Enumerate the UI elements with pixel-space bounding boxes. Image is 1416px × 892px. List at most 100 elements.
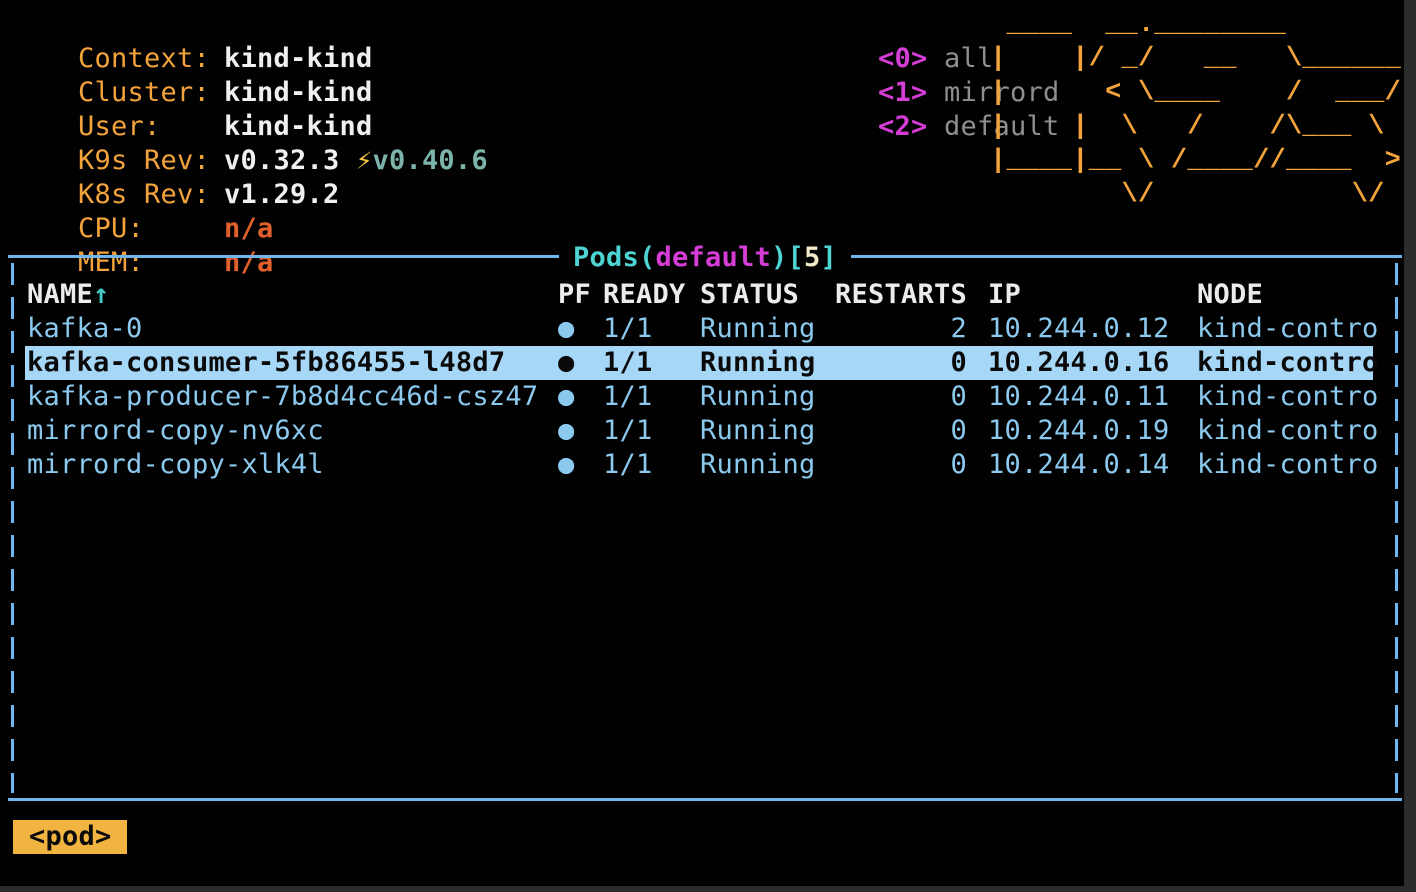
column-header-restarts[interactable]: RESTARTS bbox=[835, 279, 967, 310]
context-label: Context: bbox=[77, 43, 210, 74]
user-label: User: bbox=[77, 111, 161, 142]
panel-title: Pods(default)[5] bbox=[559, 241, 851, 275]
column-header-ready[interactable]: READY bbox=[603, 279, 686, 310]
hotkey-1-label: mirrord bbox=[943, 77, 1060, 108]
k8s-rev-label: K8s Rev: bbox=[77, 179, 210, 210]
context-line: Context: kind-kind bbox=[12, 8, 488, 74]
restarts-cell: 0 bbox=[950, 347, 967, 378]
port-forward-dot-icon: ● bbox=[558, 449, 575, 480]
ip-cell: 10.244.0.14 bbox=[988, 449, 1170, 480]
column-header-pf[interactable]: PF bbox=[558, 279, 591, 310]
pod-name: mirrord-copy-nv6xc bbox=[27, 415, 324, 446]
ip-cell: 10.244.0.16 bbox=[988, 347, 1170, 378]
ready-cell: 1/1 bbox=[603, 313, 653, 344]
ready-cell: 1/1 bbox=[603, 381, 653, 412]
resource-kind: Pods bbox=[573, 242, 640, 273]
table-header-row: NAME↑ PF READY STATUS RESTARTS IP NODE bbox=[8, 278, 1402, 312]
node-cell: kind-contro bbox=[1197, 313, 1379, 344]
cpu-line: CPU: n/a bbox=[12, 178, 488, 244]
table-row-kafka-0[interactable]: kafka-0 ● 1/1 Running 2 10.244.0.12 kind… bbox=[8, 312, 1402, 346]
k9s-ascii-logo: ____ __.________ | |/ _/ __ \______ | < … bbox=[990, 10, 1402, 210]
namespace-name: default bbox=[655, 242, 771, 273]
k9s-rev-label: K9s Rev: bbox=[77, 145, 210, 176]
status-cell: Running bbox=[700, 381, 816, 412]
table-row-kafka-consumer-selected[interactable]: kafka-consumer-5fb86455-l48d7 ● 1/1 Runn… bbox=[8, 346, 1402, 380]
mem-value: n/a bbox=[223, 247, 274, 278]
hotkey-2-key: <2> bbox=[877, 111, 928, 142]
pod-name: kafka-producer-7b8d4cc46d-csz47 bbox=[27, 381, 539, 412]
cpu-label: CPU: bbox=[77, 213, 144, 244]
k8s-rev-value: v1.29.2 bbox=[223, 179, 340, 210]
pods-panel: Pods(default)[5] NAME↑ PF READY STATUS R… bbox=[8, 241, 1402, 801]
context-value: kind-kind bbox=[223, 43, 373, 74]
status-cell: Running bbox=[700, 449, 816, 480]
port-forward-dot-icon: ● bbox=[558, 415, 575, 446]
table-row-mirrord-copy-xlk4l[interactable]: mirrord-copy-xlk4l ● 1/1 Running 0 10.24… bbox=[8, 448, 1402, 482]
restarts-cell: 0 bbox=[950, 381, 967, 412]
title-paren-open: ( bbox=[639, 242, 656, 273]
hotkey-2-label: default bbox=[943, 111, 1060, 142]
hotkey-default[interactable]: <2> default bbox=[812, 76, 1059, 142]
panel-border-bottom bbox=[8, 798, 1402, 801]
ip-cell: 10.244.0.19 bbox=[988, 415, 1170, 446]
hotkey-mirrord[interactable]: <1> mirrord bbox=[812, 42, 1059, 108]
status-cell: Running bbox=[700, 415, 816, 446]
title-bracket-mid: )[ bbox=[770, 242, 804, 273]
title-bracket-close: ] bbox=[820, 242, 837, 273]
hotkey-0-label: all bbox=[943, 43, 994, 74]
window-edge-strip-right bbox=[1404, 0, 1416, 892]
k9s-rev-line: K9s Rev: v0.32.3 ⚡v0.40.6 bbox=[12, 110, 488, 176]
mem-label: MEM: bbox=[77, 247, 144, 278]
column-header-status[interactable]: STATUS bbox=[700, 279, 799, 310]
column-header-name[interactable]: NAME↑ bbox=[27, 278, 109, 312]
ready-cell: 1/1 bbox=[603, 347, 653, 378]
node-cell: kind-contro bbox=[1197, 347, 1379, 378]
panel-border-left bbox=[11, 263, 14, 793]
restarts-cell: 2 bbox=[950, 313, 967, 344]
name-header-label: NAME bbox=[27, 279, 93, 310]
sort-ascending-icon: ↑ bbox=[92, 279, 110, 310]
ip-cell: 10.244.0.11 bbox=[988, 381, 1170, 412]
ready-cell: 1/1 bbox=[603, 415, 653, 446]
cpu-value: n/a bbox=[223, 213, 274, 244]
k8s-rev-line: K8s Rev: v1.29.2 bbox=[12, 144, 488, 210]
cluster-label: Cluster: bbox=[77, 77, 210, 108]
port-forward-dot-icon: ● bbox=[558, 347, 575, 378]
table-row-kafka-producer[interactable]: kafka-producer-7b8d4cc46d-csz47 ● 1/1 Ru… bbox=[8, 380, 1402, 414]
restarts-cell: 0 bbox=[950, 415, 967, 446]
column-header-node[interactable]: NODE bbox=[1197, 279, 1263, 310]
status-cell: Running bbox=[700, 313, 816, 344]
window-edge-strip-bottom bbox=[0, 886, 1416, 892]
pod-name: kafka-0 bbox=[27, 313, 143, 344]
table-row-mirrord-copy-nv6xc[interactable]: mirrord-copy-nv6xc ● 1/1 Running 0 10.24… bbox=[8, 414, 1402, 448]
node-cell: kind-contro bbox=[1197, 449, 1379, 480]
user-line: User: kind-kind bbox=[12, 76, 488, 142]
pod-name: mirrord-copy-xlk4l bbox=[27, 449, 324, 480]
port-forward-dot-icon: ● bbox=[558, 381, 575, 412]
status-cell: Running bbox=[700, 347, 816, 378]
panel-border-right bbox=[1395, 263, 1398, 793]
node-cell: kind-contro bbox=[1197, 415, 1379, 446]
hotkey-all[interactable]: <0> all bbox=[812, 8, 1059, 74]
namespace-hotkeys: <0> all <1> mirrord <2> default bbox=[812, 8, 1059, 142]
ready-cell: 1/1 bbox=[603, 449, 653, 480]
ip-cell: 10.244.0.12 bbox=[988, 313, 1170, 344]
column-header-ip[interactable]: IP bbox=[988, 279, 1021, 310]
upgrade-lightning-icon: ⚡ bbox=[355, 145, 373, 176]
cluster-line: Cluster: kind-kind bbox=[12, 42, 488, 108]
hotkey-0-key: <0> bbox=[877, 43, 928, 74]
mem-line: MEM: n/a bbox=[12, 212, 488, 278]
restarts-cell: 0 bbox=[950, 449, 967, 480]
breadcrumb-pod: <pod> bbox=[13, 820, 128, 854]
k9s-rev-value: v0.32.3 bbox=[223, 145, 340, 176]
hotkey-1-key: <1> bbox=[877, 77, 928, 108]
k9s-upgrade-version: v0.40.6 bbox=[372, 145, 488, 176]
port-forward-dot-icon: ● bbox=[558, 313, 575, 344]
resource-count: 5 bbox=[803, 242, 821, 273]
cluster-value: kind-kind bbox=[223, 77, 373, 108]
node-cell: kind-contro bbox=[1197, 381, 1379, 412]
user-value: kind-kind bbox=[223, 111, 373, 142]
pod-name: kafka-consumer-5fb86455-l48d7 bbox=[27, 347, 506, 378]
cluster-info-panel: Context: kind-kind Cluster: kind-kind User… bbox=[12, 8, 488, 278]
